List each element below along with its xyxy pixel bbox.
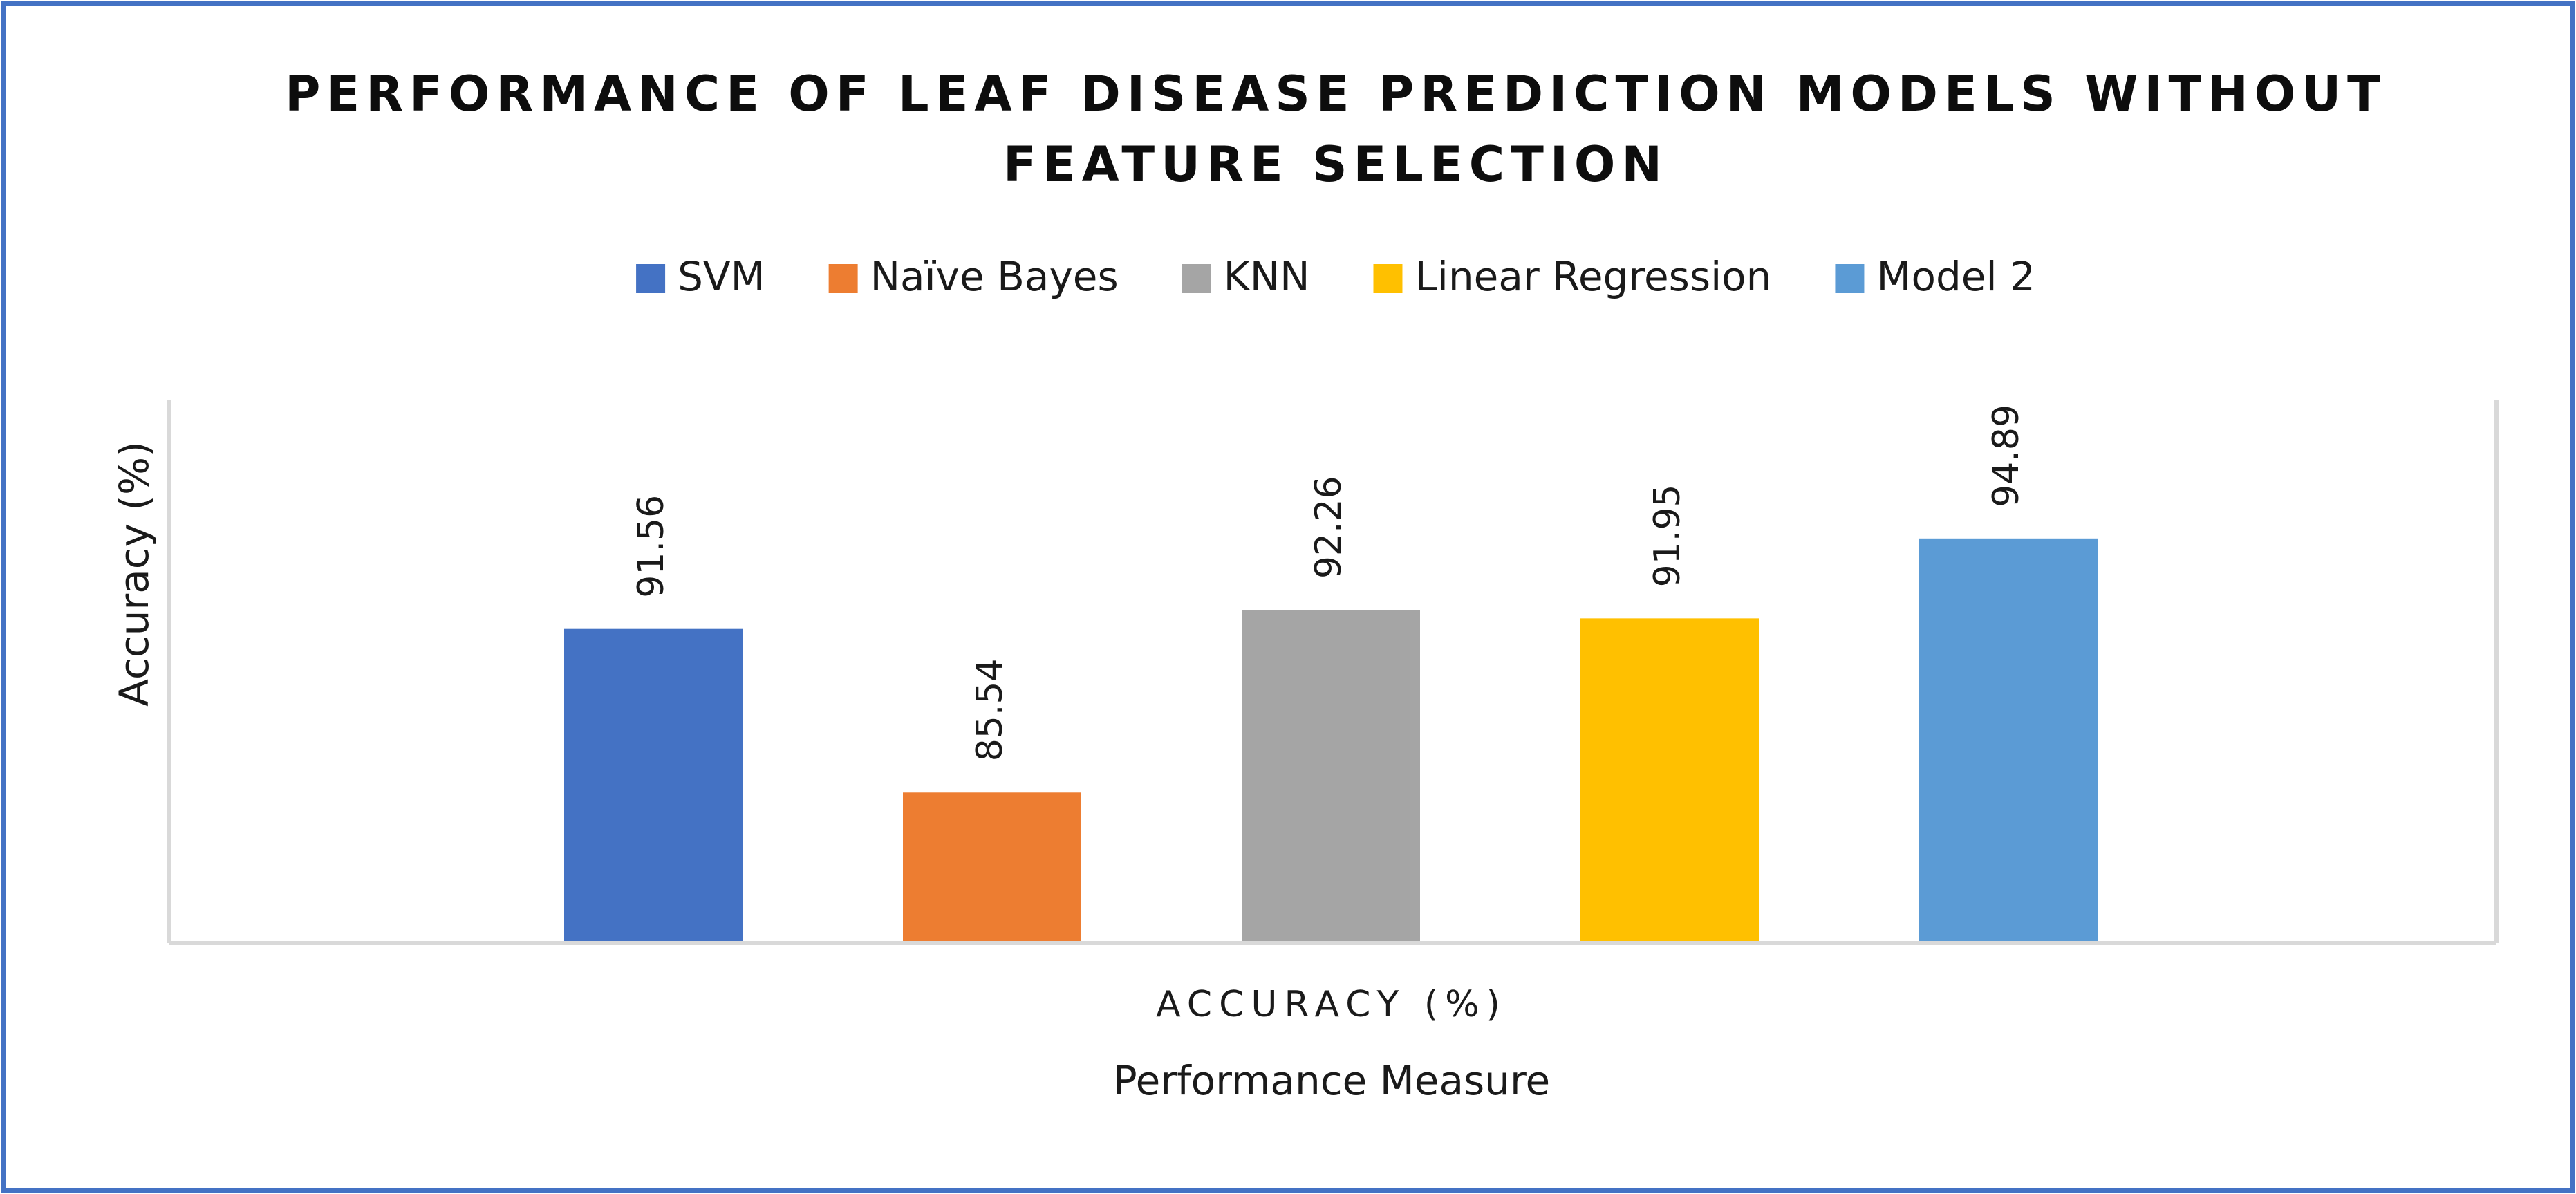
legend-swatch (828, 264, 858, 293)
legend-label: Naïve Bayes (870, 253, 1119, 300)
bar (1242, 610, 1420, 943)
data-label: 91.95 (1647, 484, 1688, 587)
bar (564, 628, 743, 943)
bar (1919, 538, 2098, 943)
legend-item: Model 2 (1835, 253, 2035, 300)
legend-label: SVM (678, 253, 765, 300)
bar (1580, 618, 1759, 943)
legend: SVM Naïve Bayes KNN Linear Regression Model … (636, 253, 2035, 300)
bars (564, 538, 2098, 943)
y-axis-title: Accuracy (%) (111, 441, 158, 707)
bar (903, 792, 1081, 943)
legend-swatch (636, 264, 666, 293)
data-labels: 91.56 85.54 92.26 91.95 94.89 (631, 404, 2027, 761)
chart-title-line-1: PERFORMANCE OF LEAF DISEASE PREDICTION M… (285, 66, 2387, 122)
legend-label: Model 2 (1876, 253, 2035, 300)
legend-item: Naïve Bayes (828, 253, 1119, 300)
legend-item: KNN (1182, 253, 1310, 300)
legend-item: SVM (636, 253, 765, 300)
legend-swatch (1182, 264, 1211, 293)
plot-area: 91.56 85.54 92.26 91.95 94.89 (167, 400, 2499, 945)
legend-swatch (1373, 264, 1403, 293)
data-label: 91.56 (631, 495, 672, 598)
legend-label: KNN (1224, 253, 1310, 300)
legend-item: Linear Regression (1373, 253, 1771, 300)
x-axis-title: Performance Measure (1113, 1057, 1550, 1104)
chart-title-line-2: FEATURE SELECTION (1003, 136, 1668, 193)
legend-swatch (1835, 264, 1865, 293)
data-label: 92.26 (1308, 476, 1350, 579)
data-label: 94.89 (1986, 404, 2027, 507)
data-label: 85.54 (969, 658, 1011, 761)
category-label: ACCURACY (%) (1156, 984, 1507, 1025)
legend-label: Linear Regression (1415, 253, 1771, 300)
